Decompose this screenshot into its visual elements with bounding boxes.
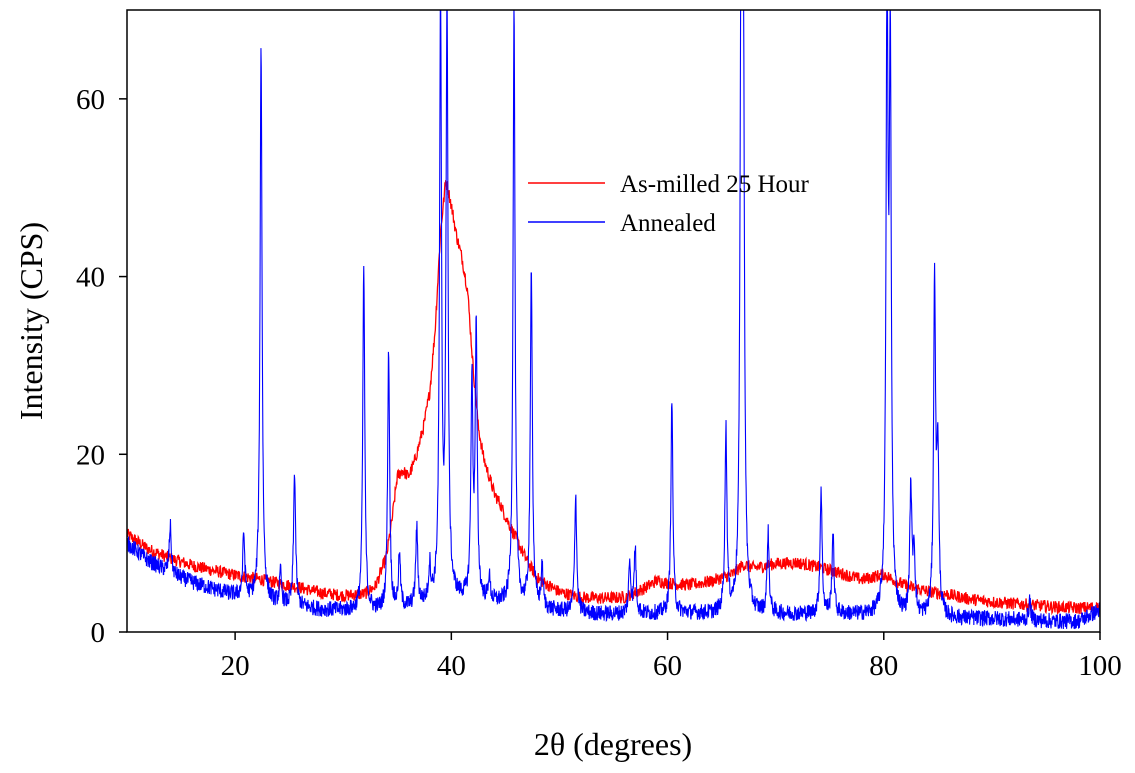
legend: As-milled 25 Hour Annealed [528,171,810,237]
series-line-as-milled [127,180,1100,616]
y-tick-label: 20 [76,439,105,471]
y-tick-label: 60 [76,84,105,116]
x-tick-label: 60 [653,650,682,682]
series-layer [127,10,1100,630]
legend-label-annealed: Annealed [620,210,716,237]
x-tick-label: 80 [869,650,898,682]
y-tick-label: 40 [76,262,105,294]
y-axis-label: Intensity (CPS) [13,222,49,420]
x-tick-label: 40 [437,650,466,682]
x-tick-label: 20 [221,650,250,682]
plot-frame [126,9,1101,633]
legend-label-as-milled: As-milled 25 Hour [620,171,810,198]
y-tick-label: 0 [91,617,106,649]
x-axis-label: 2θ (degrees) [534,726,692,762]
ticks-layer: 20 40 60 80 100 0 20 40 60 [76,84,1122,682]
x-tick-label: 100 [1078,650,1122,682]
series-line-annealed [127,10,1100,630]
